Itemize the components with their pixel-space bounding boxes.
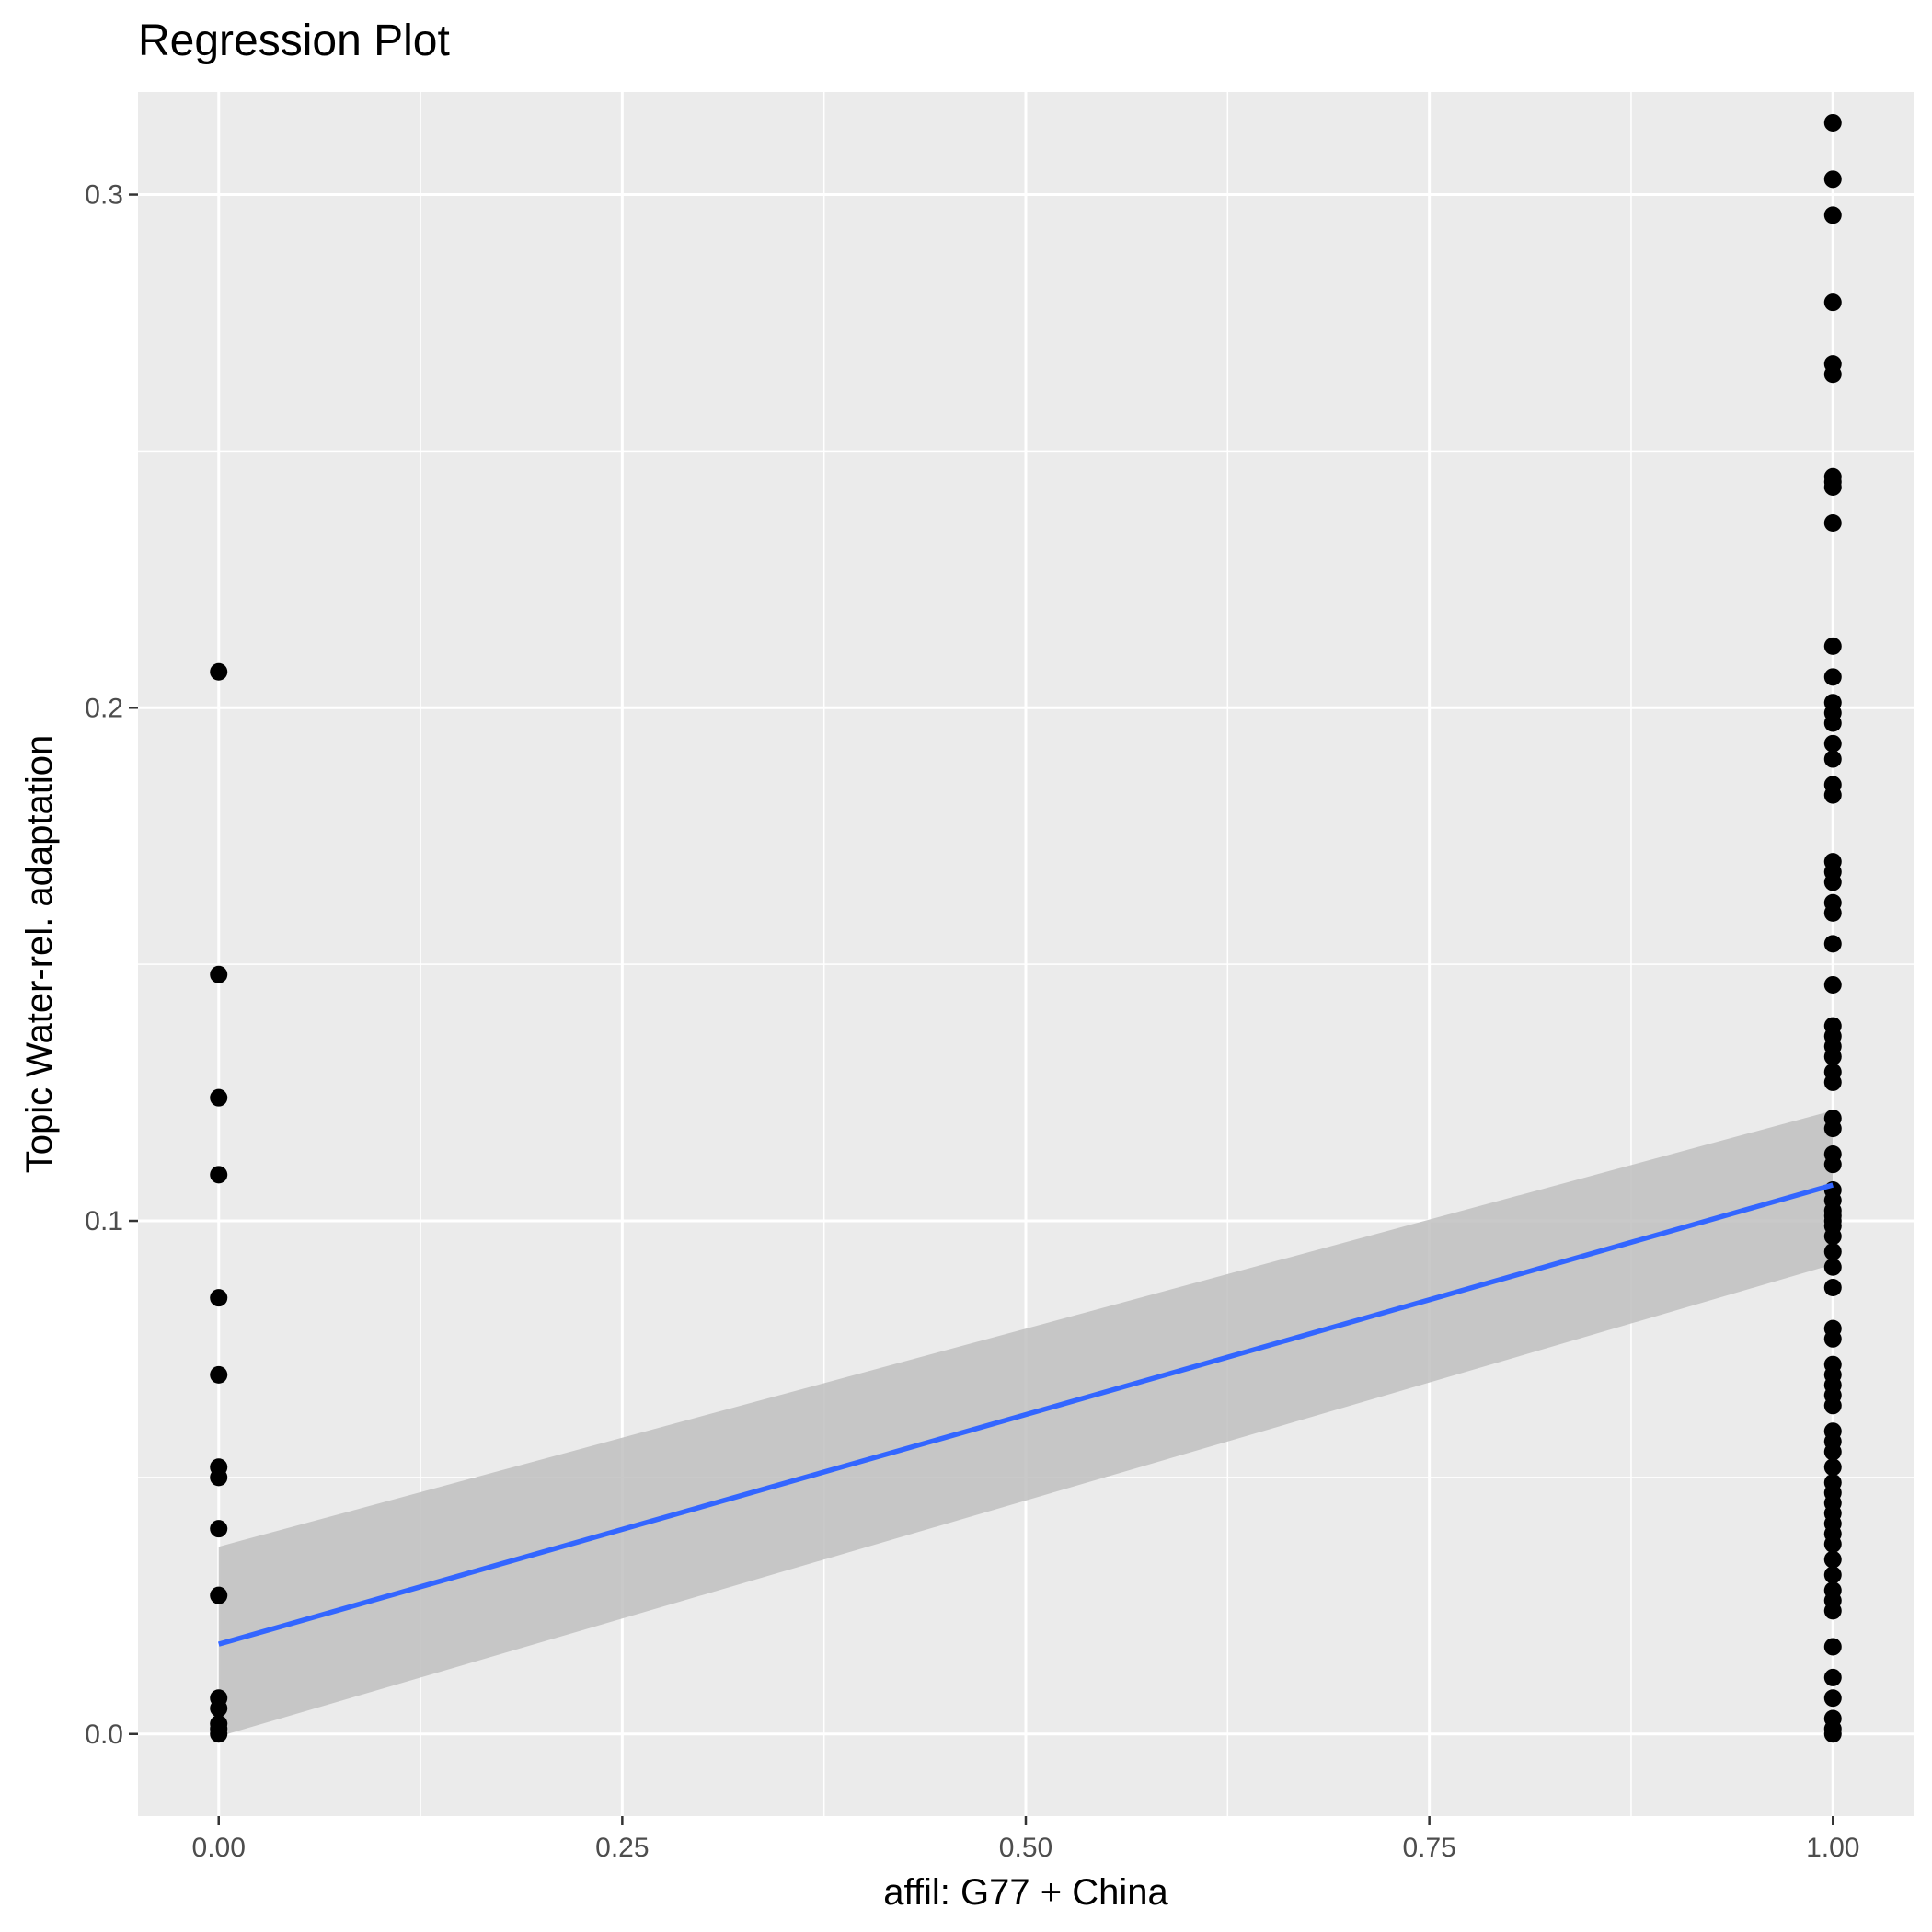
data-point	[1823, 365, 1842, 384]
data-point	[1823, 903, 1842, 922]
data-point	[1823, 1397, 1842, 1415]
x-axis-title: affil: G77 + China	[883, 1872, 1168, 1913]
regression-line	[217, 1182, 1834, 1647]
data-point	[1823, 1242, 1842, 1260]
data-point	[1823, 1725, 1842, 1743]
confidence-ribbon	[218, 1110, 1834, 1737]
y-tick-label: 0.2	[85, 693, 123, 723]
y-tick-label: 0.3	[85, 180, 123, 211]
data-point	[1823, 1668, 1842, 1686]
data-point	[210, 1520, 228, 1538]
data-point	[1823, 714, 1842, 732]
data-point	[1823, 1048, 1842, 1066]
data-point	[1823, 1227, 1842, 1246]
data-point	[1823, 514, 1842, 532]
data-point	[1823, 1073, 1842, 1091]
grid-major	[138, 92, 1914, 1816]
x-tick-label: 1.00	[1806, 1833, 1859, 1863]
y-axis-title: Topic Water-rel. adaptation	[19, 735, 60, 1174]
data-point	[1823, 786, 1842, 804]
data-point	[1823, 1566, 1842, 1584]
data-point	[1823, 1638, 1842, 1656]
data-point	[1823, 1156, 1842, 1174]
x-tick-label: 0.25	[595, 1833, 649, 1863]
data-point	[1823, 477, 1842, 496]
data-point	[1823, 293, 1842, 312]
data-point	[210, 1088, 228, 1107]
data-point	[210, 1289, 228, 1307]
data-point	[1823, 1258, 1842, 1276]
x-axis-ticks: 0.00 0.25 0.50 0.75 1.00	[192, 1816, 1859, 1863]
data-point	[1823, 1602, 1842, 1620]
data-point	[1823, 206, 1842, 224]
data-point	[1823, 975, 1842, 994]
data-point	[210, 1699, 228, 1718]
y-tick-label: 0.1	[85, 1206, 123, 1236]
data-point	[1823, 1443, 1842, 1461]
data-point	[1823, 637, 1842, 655]
data-point	[210, 965, 228, 983]
data-point	[1823, 1329, 1842, 1348]
data-point	[210, 1365, 228, 1384]
data-point	[1823, 734, 1842, 753]
scatter-points	[210, 113, 1842, 1743]
x-tick-label: 0.00	[192, 1833, 246, 1863]
data-point	[1823, 1120, 1842, 1138]
data-point	[210, 662, 228, 681]
data-point	[210, 1586, 228, 1604]
data-point	[1823, 1550, 1842, 1569]
data-point	[210, 1166, 228, 1184]
data-point	[1823, 668, 1842, 686]
data-point	[1823, 1458, 1842, 1477]
y-axis-ticks: 0.0 0.1 0.2 0.3	[85, 180, 138, 1750]
data-point	[1823, 935, 1842, 953]
data-point	[1823, 750, 1842, 768]
chart-title: Regression Plot	[138, 17, 450, 65]
data-point	[1823, 113, 1842, 132]
data-point	[1823, 1535, 1842, 1553]
data-point	[1823, 873, 1842, 891]
data-point	[210, 1725, 228, 1743]
x-tick-label: 0.50	[999, 1833, 1052, 1863]
data-point	[1823, 1279, 1842, 1297]
x-tick-label: 0.75	[1402, 1833, 1455, 1863]
y-tick-label: 0.0	[85, 1719, 123, 1750]
data-point	[1823, 1689, 1842, 1708]
data-point	[210, 1468, 228, 1487]
data-point	[1823, 170, 1842, 189]
